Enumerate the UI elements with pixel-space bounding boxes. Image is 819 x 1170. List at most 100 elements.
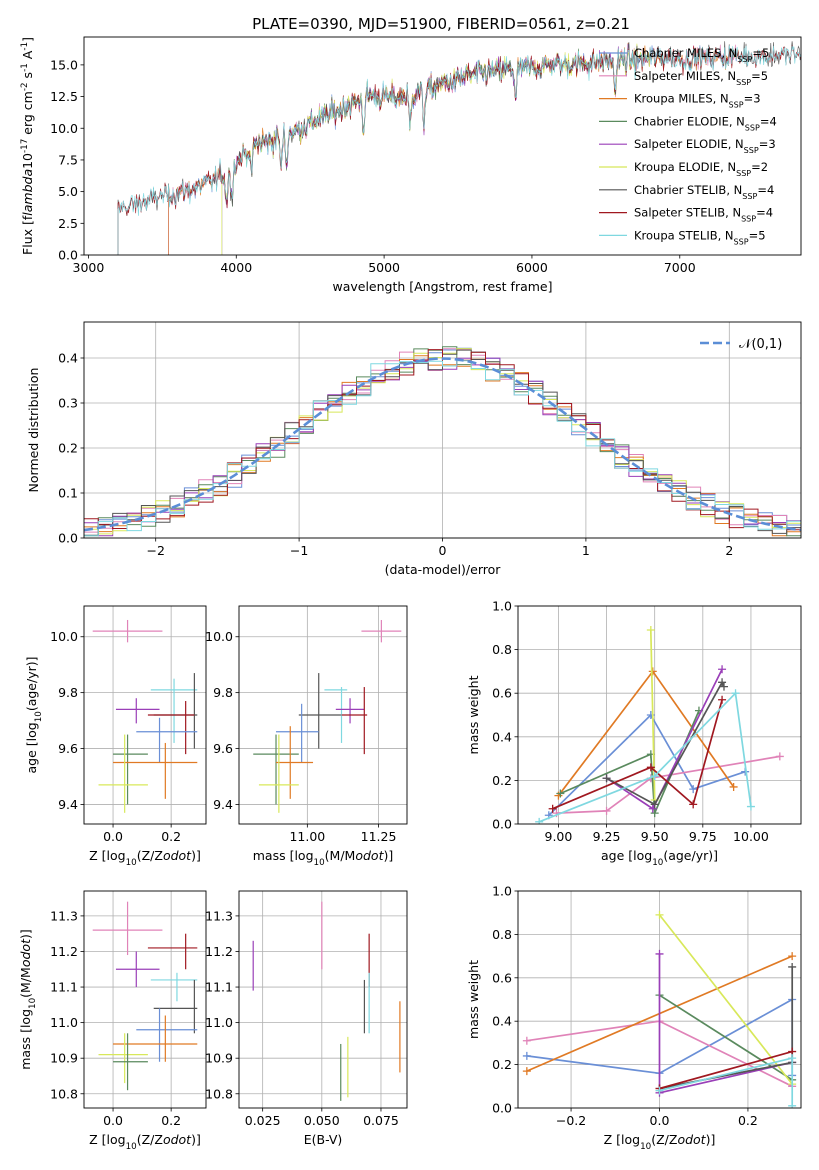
y-tick-label: 7.5 xyxy=(58,152,78,167)
x-tick-label: 0.0 xyxy=(103,829,123,844)
x-tick-label: 7000 xyxy=(664,260,696,275)
y-tick-label: 0.6 xyxy=(492,970,512,985)
data-point-marker xyxy=(522,1036,531,1045)
data-point-marker xyxy=(556,789,565,798)
errorbar-chabrier-elodie xyxy=(113,1033,148,1091)
x-tick-label: 4000 xyxy=(220,260,252,275)
series-chabrier-stelib xyxy=(602,678,728,809)
x-tick-label: 0.050 xyxy=(304,1113,340,1128)
y-tick-label: 9.6 xyxy=(58,741,78,756)
legend-label: Salpeter ELODIE, NSSP=3 xyxy=(634,137,776,155)
errorbar-kroupa-elodie xyxy=(258,734,299,813)
y-tick-label: 0.0 xyxy=(492,817,512,832)
x-axis-label: mass [log10(M/Modot)] xyxy=(253,848,394,868)
errorbar-chabrier-miles xyxy=(136,1008,198,1062)
x-axis-label: Z [log10(Z/Zodot)] xyxy=(604,1132,716,1152)
legend-label: Chabrier ELODIE, NSSP=4 xyxy=(634,114,777,131)
data-point-marker xyxy=(650,809,659,818)
data-point-marker xyxy=(650,772,659,781)
y-tick-label: 9.6 xyxy=(213,741,233,756)
data-point-marker xyxy=(655,1086,664,1095)
errorbar-chabrier-stelib xyxy=(153,673,198,749)
y-tick-label: 11.3 xyxy=(50,908,78,923)
series-salpeter-stelib xyxy=(548,695,727,813)
axes-frame xyxy=(83,36,802,256)
y-tick-label: 10.0 xyxy=(50,629,78,644)
age_vs_Z-axes: 0.0 0.2 9.4 9.6 9.8 10.0 Z [log10(Z/Zodot)] age… xyxy=(24,605,207,868)
errorbar-kroupa-elodie xyxy=(98,1033,148,1084)
y-tick-label: 0.0 xyxy=(492,1101,512,1116)
data-point-marker xyxy=(718,665,727,674)
x-axis-label: E(B-V) xyxy=(304,1132,343,1147)
data-point-marker xyxy=(655,949,664,958)
y-tick-label: 11.1 xyxy=(205,980,233,995)
data-point-marker xyxy=(648,804,657,813)
x-tick-label: 9.00 xyxy=(545,829,573,844)
x-tick-label: 9.50 xyxy=(641,829,669,844)
y-tick-label: 10.8 xyxy=(50,1086,78,1101)
x-axis-label: age [log10(age/yr)] xyxy=(601,848,718,868)
legend-label: 𝒩(0,1) xyxy=(739,337,782,352)
y-tick-label: 0.4 xyxy=(492,1014,512,1029)
errorbar-chabrier-elodie xyxy=(253,734,299,805)
legend-label: Kroupa STELIB, NSSP=5 xyxy=(634,228,766,246)
series-chabrier-elodie xyxy=(556,706,703,818)
hist-kroupa-stelib xyxy=(84,360,801,537)
axes-frame xyxy=(517,890,802,1109)
errorbar-kroupa-miles xyxy=(113,742,198,799)
y-tick-label: 15.0 xyxy=(50,57,78,72)
errorbar-chabrier-stelib xyxy=(153,979,198,1034)
residuals-axes: −2 −1 0 1 2 0.0 0.1 0.2 0.3 0.4 (data-model)/error… xyxy=(26,321,802,577)
legend-label: Chabrier MILES, NSSP=5 xyxy=(634,46,769,64)
series-line xyxy=(649,629,656,801)
data-point-marker xyxy=(602,806,611,815)
plot-area xyxy=(92,901,198,1091)
data-point-marker xyxy=(731,689,740,698)
data-point-marker xyxy=(788,962,797,971)
y-tick-label: 0.4 xyxy=(492,729,512,744)
series-line xyxy=(658,953,793,1094)
data-point-marker xyxy=(648,667,657,676)
errorbar-chabrier-stelib xyxy=(298,673,342,749)
x-axis-label: Z [log10(Z/Zodot)] xyxy=(89,848,201,868)
data-point-marker xyxy=(646,625,655,634)
spectrum-legend: Chabrier MILES, NSSP=5 Salpeter MILES, NS… xyxy=(599,46,777,246)
data-point-marker xyxy=(788,1054,797,1063)
y-tick-label: 9.8 xyxy=(213,685,233,700)
y-tick-label: 10.9 xyxy=(205,1051,233,1066)
weight_vs_Z-axes: −0.2 0.0 0.2 0.0 0.2 0.4 0.6 0.8 1.0 Z [log10(Z/Z… xyxy=(466,884,802,1152)
spectrum-line-kroupa-elodie xyxy=(221,43,651,255)
series-line xyxy=(659,1050,793,1090)
mass_vs_Z-axes: 0.0 0.2 10.8 10.9 11.0 11.1 11.2 11.3 Z [log10(Z… xyxy=(18,890,207,1152)
x-tick-label: 3000 xyxy=(73,260,105,275)
y-tick-label: 0.2 xyxy=(492,773,512,788)
y-tick-label: 10.9 xyxy=(50,1051,78,1066)
series-line xyxy=(548,713,746,816)
y-tick-label: 9.4 xyxy=(58,797,78,812)
axes-frame xyxy=(517,605,802,825)
axes-frame xyxy=(83,321,802,539)
data-point-marker xyxy=(729,782,738,791)
data-point-marker xyxy=(746,802,755,811)
y-axis-label: mass weight xyxy=(466,960,481,1039)
plot-area xyxy=(535,625,784,824)
legend-label: Kroupa MILES, NSSP=3 xyxy=(634,92,761,110)
data-point-marker xyxy=(775,752,784,761)
y-tick-label: 0.8 xyxy=(492,927,512,942)
errorbar-salpeter-elodie xyxy=(115,698,160,724)
errorbar-salpeter-stelib xyxy=(341,687,368,755)
spectrum-line-chabrier-elodie xyxy=(221,45,651,255)
data-point-marker xyxy=(646,763,655,772)
x-tick-label: 11.25 xyxy=(361,829,397,844)
data-point-marker xyxy=(522,1067,531,1076)
data-point-marker xyxy=(718,678,727,687)
x-tick-label: 0.025 xyxy=(245,1113,281,1128)
spectrum-line-kroupa-stelib xyxy=(117,45,801,255)
x-tick-label: 0 xyxy=(439,543,447,558)
data-point-marker xyxy=(602,774,611,783)
legend-label: Chabrier STELIB, NSSP=4 xyxy=(634,183,774,201)
x-tick-label: −0.2 xyxy=(556,1113,586,1128)
data-point-marker xyxy=(788,952,797,961)
y-tick-label: 10.0 xyxy=(205,629,233,644)
x-axis-label: wavelength [Angstrom, rest frame] xyxy=(332,279,552,294)
